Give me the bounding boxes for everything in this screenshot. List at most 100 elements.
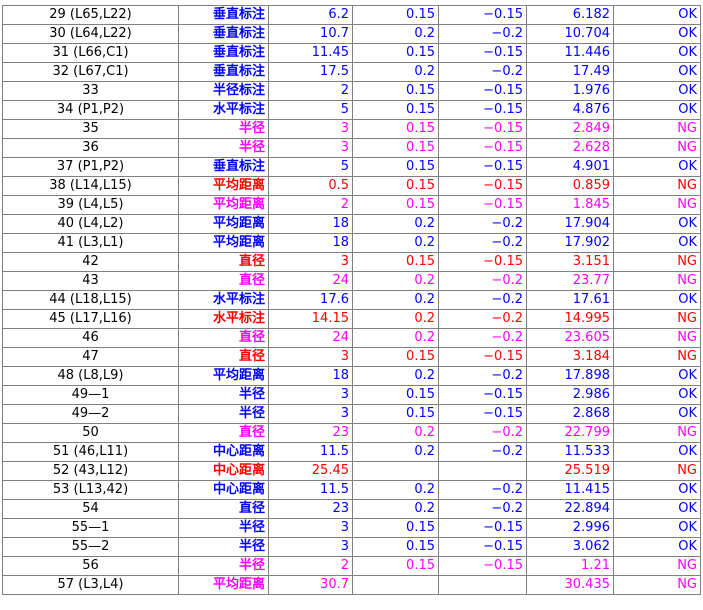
dimension-type: 半径 <box>178 518 269 538</box>
upper-tol <box>352 461 439 481</box>
lower-tol: −0.2 <box>438 328 527 348</box>
upper-tol: 0.2 <box>352 214 439 234</box>
item-id: 36 <box>2 138 179 158</box>
measured: 2.868 <box>526 404 614 424</box>
result: NG <box>613 423 701 443</box>
result: OK <box>613 442 701 462</box>
lower-tol: −0.2 <box>438 62 527 82</box>
nominal: 11.5 <box>268 442 353 462</box>
dimension-type: 中心距离 <box>178 461 269 481</box>
table-row: 47 直径 3 0.15 −0.15 3.184 NG <box>2 347 701 367</box>
lower-tol: −0.2 <box>438 24 527 44</box>
result: NG <box>613 119 701 139</box>
item-id: 53 (L13,42) <box>2 480 179 500</box>
upper-tol: 0.2 <box>352 24 439 44</box>
result: NG <box>613 309 701 329</box>
measured: 23.605 <box>526 328 614 348</box>
dimension-type: 平均距离 <box>178 233 269 253</box>
upper-tol: 0.2 <box>352 290 439 310</box>
table-row: 55—2 半径 3 0.15 −0.15 3.062 OK <box>2 537 701 557</box>
measured: 3.062 <box>526 537 614 557</box>
item-id: 56 <box>2 556 179 576</box>
upper-tol: 0.15 <box>352 5 439 25</box>
result: OK <box>613 537 701 557</box>
nominal: 3 <box>268 404 353 424</box>
lower-tol: −0.15 <box>438 81 527 101</box>
measured: 0.859 <box>526 176 614 196</box>
upper-tol: 0.2 <box>352 309 439 329</box>
lower-tol: −0.2 <box>438 442 527 462</box>
lower-tol: −0.15 <box>438 5 527 25</box>
upper-tol: 0.2 <box>352 480 439 500</box>
result: OK <box>613 290 701 310</box>
dimension-type: 半径 <box>178 385 269 405</box>
upper-tol: 0.15 <box>352 252 439 272</box>
nominal: 3 <box>268 138 353 158</box>
table-row: 53 (L13,42) 中心距离 11.5 0.2 −0.2 11.415 OK <box>2 480 701 500</box>
item-id: 37 (P1,P2) <box>2 157 179 177</box>
measured: 1.21 <box>526 556 614 576</box>
nominal: 5 <box>268 157 353 177</box>
upper-tol: 0.15 <box>352 347 439 367</box>
upper-tol: 0.2 <box>352 442 439 462</box>
lower-tol: −0.15 <box>438 119 527 139</box>
nominal: 25.45 <box>268 461 353 481</box>
dimension-type: 垂直标注 <box>178 62 269 82</box>
nominal: 18 <box>268 233 353 253</box>
lower-tol: −0.15 <box>438 176 527 196</box>
measured: 4.901 <box>526 157 614 177</box>
measured: 2.986 <box>526 385 614 405</box>
result: OK <box>613 24 701 44</box>
item-id: 38 (L14,L15) <box>2 176 179 196</box>
dimension-type: 平均距离 <box>178 575 269 595</box>
nominal: 3 <box>268 252 353 272</box>
nominal: 18 <box>268 366 353 386</box>
item-id: 47 <box>2 347 179 367</box>
upper-tol: 0.15 <box>352 157 439 177</box>
result: NG <box>613 138 701 158</box>
upper-tol: 0.2 <box>352 233 439 253</box>
result: NG <box>613 347 701 367</box>
dimension-type: 半径 <box>178 119 269 139</box>
measured: 22.799 <box>526 423 614 443</box>
upper-tol: 0.15 <box>352 518 439 538</box>
table-row: 44 (L18,L15) 水平标注 17.6 0.2 −0.2 17.61 OK <box>2 290 701 310</box>
item-id: 52 (43,L12) <box>2 461 179 481</box>
result: OK <box>613 499 701 519</box>
table-row: 49—1 半径 3 0.15 −0.15 2.986 OK <box>2 385 701 405</box>
dimension-type: 水平标注 <box>178 290 269 310</box>
nominal: 11.5 <box>268 480 353 500</box>
dimension-type: 平均距离 <box>178 214 269 234</box>
dimension-type: 半径标注 <box>178 81 269 101</box>
upper-tol: 0.15 <box>352 556 439 576</box>
nominal: 0.5 <box>268 176 353 196</box>
dimension-type: 垂直标注 <box>178 43 269 63</box>
upper-tol: 0.15 <box>352 195 439 215</box>
measured: 3.184 <box>526 347 614 367</box>
upper-tol: 0.15 <box>352 404 439 424</box>
measured: 2.849 <box>526 119 614 139</box>
lower-tol: −0.15 <box>438 385 527 405</box>
lower-tol: −0.2 <box>438 290 527 310</box>
upper-tol: 0.2 <box>352 271 439 291</box>
lower-tol: −0.15 <box>438 138 527 158</box>
table-row: 57 (L3,L4) 平均距离 30.7 30.435 NG <box>2 575 701 595</box>
measured: 23.77 <box>526 271 614 291</box>
upper-tol: 0.15 <box>352 138 439 158</box>
result: NG <box>613 461 701 481</box>
nominal: 30.7 <box>268 575 353 595</box>
lower-tol: −0.15 <box>438 347 527 367</box>
measured: 11.533 <box>526 442 614 462</box>
measured: 11.415 <box>526 480 614 500</box>
table-row: 31 (L66,C1) 垂直标注 11.45 0.15 −0.15 11.446 OK <box>2 43 701 63</box>
nominal: 3 <box>268 119 353 139</box>
table-row: 40 (L4,L2) 平均距离 18 0.2 −0.2 17.904 OK <box>2 214 701 234</box>
inspection-table: 29 (L65,L22) 垂直标注 6.2 0.15 −0.15 6.182 OK 30 (L… <box>2 5 701 595</box>
table-row: 29 (L65,L22) 垂直标注 6.2 0.15 −0.15 6.182 OK <box>2 5 701 25</box>
table-row: 46 直径 24 0.2 −0.2 23.605 NG <box>2 328 701 348</box>
result: NG <box>613 575 701 595</box>
lower-tol: −0.15 <box>438 157 527 177</box>
table-row: 38 (L14,L15) 平均距离 0.5 0.15 −0.15 0.859 NG <box>2 176 701 196</box>
item-id: 54 <box>2 499 179 519</box>
